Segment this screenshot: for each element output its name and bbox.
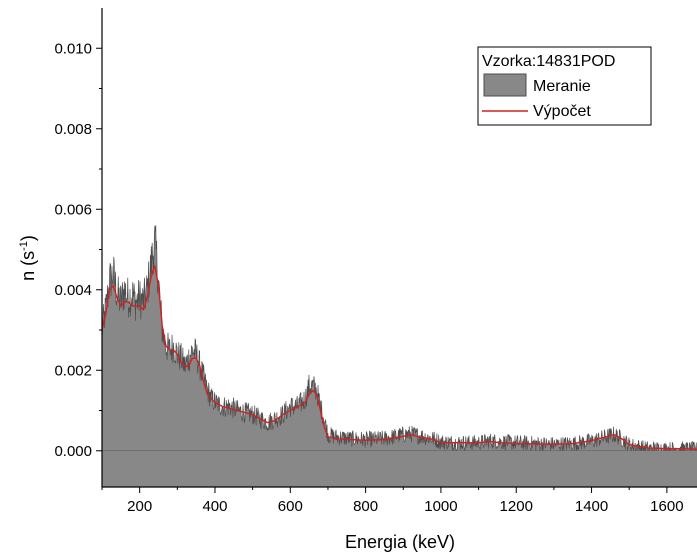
legend-label-calc: Výpočet <box>533 103 591 120</box>
legend-title: Vzorka:14831POD <box>482 53 615 70</box>
measured-area-layer <box>102 225 697 487</box>
y-axis-title: n (s-1) <box>18 235 38 281</box>
x-tick-label: 200 <box>127 498 152 515</box>
calc-line <box>102 264 697 450</box>
legend-swatch-measured <box>483 73 527 97</box>
x-tick-label: 600 <box>278 498 303 515</box>
measured-area <box>102 225 697 457</box>
x-axis-title: Energia (keV) <box>345 532 455 552</box>
y-tick-label: 0.002 <box>54 362 92 379</box>
x-tick-label: 1000 <box>424 498 457 515</box>
x-tick-label: 800 <box>353 498 378 515</box>
y-axis-title-sup: -1 <box>18 241 30 251</box>
y-axis-title-main: n (s <box>18 251 38 281</box>
x-tick-label: 1200 <box>500 498 533 515</box>
y-tick-label: 0.010 <box>54 40 92 57</box>
calc-line-layer <box>102 264 697 450</box>
y-tick-label: 0.008 <box>54 121 92 138</box>
y-tick-label: 0.000 <box>54 443 92 460</box>
legend: Vzorka:14831POD Meranie Výpočet <box>477 46 652 126</box>
y-axis-title-close: ) <box>18 235 38 241</box>
x-tick-label: 1600 <box>650 498 683 515</box>
legend-label-measured: Meranie <box>533 78 591 95</box>
y-tick-label: 0.004 <box>54 282 92 299</box>
axes-layer <box>101 8 697 488</box>
x-tick-label: 1400 <box>575 498 608 515</box>
y-tick-label: 0.006 <box>54 201 92 218</box>
measured-area-base <box>102 450 697 487</box>
x-tick-label: 400 <box>202 498 227 515</box>
ticks-layer: 200 400 600 800 1000 1200 1400 1600 0.000 0.002 0.… <box>54 40 683 515</box>
